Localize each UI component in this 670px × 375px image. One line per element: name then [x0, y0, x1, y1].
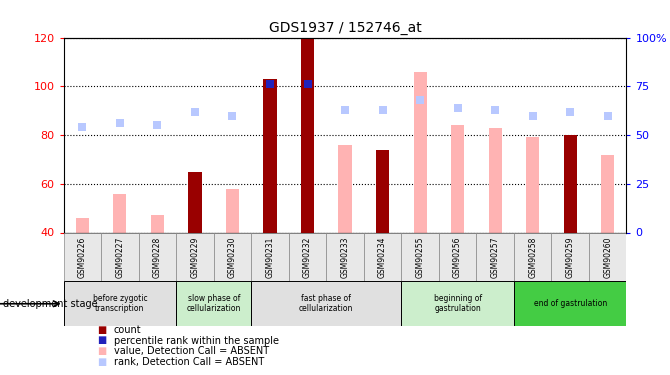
Bar [589, 232, 626, 281]
Point [602, 112, 613, 118]
Text: before zygotic
transcription: before zygotic transcription [92, 294, 147, 314]
Text: GSM90229: GSM90229 [190, 236, 200, 278]
Text: fast phase of
cellularization: fast phase of cellularization [299, 294, 354, 314]
Text: GSM90258: GSM90258 [528, 236, 537, 278]
Point [377, 106, 388, 112]
Bar [76, 218, 89, 232]
Text: GSM90230: GSM90230 [228, 236, 237, 278]
Bar [601, 154, 614, 232]
Point [527, 112, 538, 118]
Text: value, Detection Call = ABSENT: value, Detection Call = ABSENT [114, 346, 269, 356]
Bar [151, 215, 164, 232]
Bar [176, 232, 214, 281]
Text: GSM90226: GSM90226 [78, 236, 87, 278]
Text: ■: ■ [97, 336, 107, 345]
Bar [263, 79, 277, 232]
Bar [139, 232, 176, 281]
Bar [188, 172, 202, 232]
Text: slow phase of
cellularization: slow phase of cellularization [186, 294, 241, 314]
Bar [451, 125, 464, 232]
Bar [214, 232, 251, 281]
Text: GSM90257: GSM90257 [490, 236, 500, 278]
Bar [301, 38, 314, 232]
Text: GSM90259: GSM90259 [565, 236, 575, 278]
Bar [401, 281, 514, 326]
Point [227, 112, 238, 118]
Text: GSM90255: GSM90255 [415, 236, 425, 278]
Point [190, 109, 200, 115]
Bar [289, 232, 326, 281]
Text: GSM90232: GSM90232 [303, 236, 312, 278]
Point [415, 97, 425, 103]
Text: count: count [114, 325, 141, 335]
Bar [251, 281, 401, 326]
Text: GSM90227: GSM90227 [115, 236, 125, 278]
Text: ■: ■ [97, 325, 107, 335]
Bar [514, 232, 551, 281]
Text: end of gastrulation: end of gastrulation [533, 299, 607, 308]
Bar [401, 232, 439, 281]
Point [152, 122, 163, 128]
Text: rank, Detection Call = ABSENT: rank, Detection Call = ABSENT [114, 357, 264, 366]
Bar [514, 281, 626, 326]
Text: GSM90228: GSM90228 [153, 236, 162, 278]
Bar [251, 232, 289, 281]
Text: GSM90231: GSM90231 [265, 236, 275, 278]
Text: GSM90234: GSM90234 [378, 236, 387, 278]
Bar [364, 232, 401, 281]
Text: ■: ■ [97, 346, 107, 356]
Point [452, 105, 463, 111]
Bar [563, 135, 577, 232]
Bar [551, 232, 589, 281]
Bar [64, 281, 176, 326]
Bar [338, 145, 352, 232]
Text: GSM90256: GSM90256 [453, 236, 462, 278]
Point [265, 81, 275, 87]
Point [77, 124, 88, 130]
Point [565, 109, 576, 115]
Text: GSM90260: GSM90260 [603, 236, 612, 278]
Bar [326, 232, 364, 281]
Bar [439, 232, 476, 281]
Text: beginning of
gastrulation: beginning of gastrulation [433, 294, 482, 314]
Bar [226, 189, 239, 232]
Point [302, 81, 313, 87]
Bar [101, 232, 139, 281]
Bar [376, 150, 389, 232]
Text: development stage: development stage [3, 299, 98, 309]
Title: GDS1937 / 152746_at: GDS1937 / 152746_at [269, 21, 421, 35]
Point [340, 106, 350, 112]
Bar [64, 232, 101, 281]
Bar [526, 138, 539, 232]
Text: GSM90233: GSM90233 [340, 236, 350, 278]
Point [115, 120, 125, 126]
Point [490, 106, 500, 112]
Bar [113, 194, 127, 232]
Bar [488, 128, 502, 232]
Text: percentile rank within the sample: percentile rank within the sample [114, 336, 279, 345]
Bar [476, 232, 514, 281]
Bar [176, 281, 251, 326]
Text: ■: ■ [97, 357, 107, 366]
Bar [413, 72, 427, 232]
